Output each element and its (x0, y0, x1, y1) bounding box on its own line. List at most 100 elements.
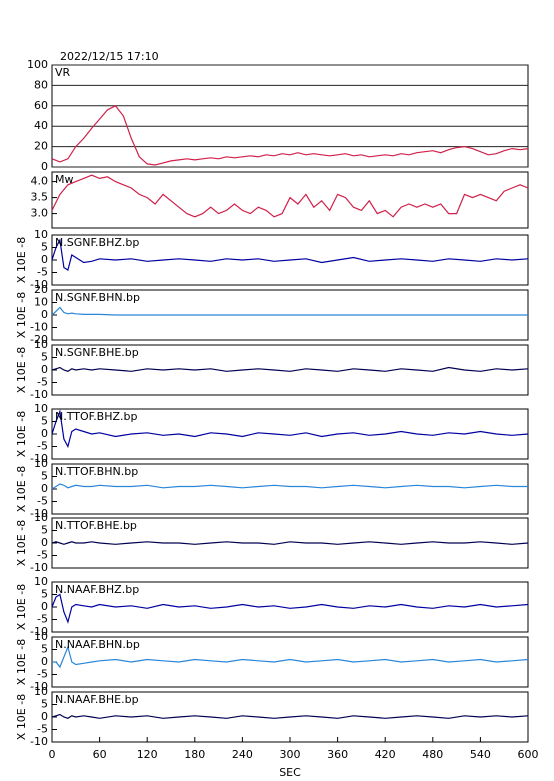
panel-label: N.SGNF.BHZ.bp (55, 236, 139, 249)
y-tick-label: 0 (41, 160, 48, 173)
y-axis-label: X 10E -8 (15, 466, 28, 512)
y-tick-label: 0 (41, 253, 48, 266)
panel-label: N.NAAF.BHE.bp (55, 693, 139, 706)
panel-label: N.NAAF.BHN.bp (55, 638, 140, 651)
line-series (51, 174, 529, 218)
y-tick-label: 0 (41, 363, 48, 376)
line-series (51, 483, 528, 490)
y-tick-label: 10 (34, 228, 48, 241)
y-tick-label: -10 (30, 278, 48, 291)
line-series (51, 593, 529, 624)
y-tick-label: -5 (37, 613, 48, 626)
y-axis-label: X 10E -8 (15, 292, 28, 338)
x-axis-label: SEC (279, 766, 301, 779)
x-tick-label: 0 (49, 748, 56, 761)
y-tick-label: 0 (41, 308, 48, 321)
y-tick-label: 0 (41, 482, 48, 495)
y-tick-label: 5 (41, 698, 48, 711)
y-tick-label: 100 (27, 58, 48, 71)
y-tick-label: -10 (30, 680, 48, 693)
y-tick-label: -10 (30, 507, 48, 520)
panel-label: N.NAAF.BHZ.bp (55, 583, 139, 596)
y-tick-label: 3.0 (31, 207, 49, 220)
y-tick-label: 5 (41, 470, 48, 483)
y-tick-label: 3.5 (31, 191, 49, 204)
line-series (51, 541, 529, 545)
y-tick-label: 60 (34, 99, 48, 112)
y-tick-label: 5 (41, 588, 48, 601)
y-tick-label: -10 (30, 388, 48, 401)
line-series (51, 306, 528, 316)
line-series (51, 238, 529, 271)
y-tick-label: 4.0 (31, 175, 49, 188)
y-tick-label: -5 (37, 723, 48, 736)
y-axis-label: X 10E -8 (15, 584, 28, 630)
y-tick-label: 80 (34, 78, 48, 91)
panel-frame (51, 171, 529, 229)
y-tick-label: 0 (41, 655, 48, 668)
line-series (52, 645, 529, 669)
y-tick-label: 10 (34, 457, 48, 470)
y-tick-label: -5 (37, 266, 48, 279)
y-tick-label: 5 (41, 643, 48, 656)
y-tick-label: 5 (41, 241, 48, 254)
x-tick-label: 600 (518, 748, 539, 761)
y-tick-label: 40 (34, 119, 48, 132)
y-tick-label: 10 (34, 575, 48, 588)
line-series (51, 409, 529, 449)
y-axis-label: X 10E -8 (15, 347, 28, 393)
x-tick-label: 540 (470, 748, 491, 761)
y-tick-label: -10 (30, 625, 48, 638)
x-tick-label: 180 (184, 748, 205, 761)
y-tick-label: -5 (37, 549, 48, 562)
y-tick-label: 10 (34, 685, 48, 698)
y-tick-label: -5 (37, 495, 48, 508)
line-series (51, 105, 529, 166)
y-tick-label: 0 (41, 427, 48, 440)
y-tick-label: 5 (41, 524, 48, 537)
y-tick-label: -5 (37, 376, 48, 389)
panel-label: N.SGNF.BHE.bp (55, 346, 139, 359)
y-tick-label: 0 (41, 600, 48, 613)
x-tick-label: 120 (137, 748, 158, 761)
y-tick-label: 20 (34, 283, 48, 296)
y-tick-label: -5 (37, 668, 48, 681)
panel-label: N.TTOF.BHZ.bp (55, 410, 138, 423)
y-axis-label: X 10E -8 (15, 411, 28, 457)
panel-label: Mw (55, 173, 74, 186)
y-axis-label: X 10E -8 (15, 237, 28, 283)
y-axis-label: X 10E -8 (15, 639, 28, 685)
y-tick-label: 0 (41, 710, 48, 723)
x-tick-label: 60 (93, 748, 107, 761)
y-tick-label: -10 (30, 452, 48, 465)
y-tick-label: -10 (30, 321, 48, 334)
x-tick-label: 480 (422, 748, 443, 761)
y-tick-label: 0 (41, 536, 48, 549)
line-series (51, 713, 529, 719)
panel-label: N.TTOF.BHN.bp (55, 465, 138, 478)
chart-title: 2022/12/15 17:10 (60, 50, 159, 63)
y-tick-label: 10 (34, 296, 48, 309)
y-tick-label: -10 (30, 561, 48, 574)
panel-label: N.SGNF.BHN.bp (55, 291, 140, 304)
y-tick-label: 10 (34, 402, 48, 415)
y-tick-label: 10 (34, 338, 48, 351)
x-tick-label: 420 (375, 748, 396, 761)
y-tick-label: 10 (34, 511, 48, 524)
panel-label: N.TTOF.BHE.bp (55, 519, 137, 532)
x-tick-label: 300 (280, 748, 301, 761)
panel-label: VR (55, 66, 71, 79)
y-tick-label: 5 (41, 351, 48, 364)
y-tick-label: 5 (41, 415, 48, 428)
y-tick-label: 20 (34, 140, 48, 153)
x-tick-label: 240 (232, 748, 253, 761)
line-series (51, 366, 529, 372)
y-axis-label: X 10E -8 (15, 694, 28, 740)
x-tick-label: 360 (327, 748, 348, 761)
y-tick-label: -10 (30, 735, 48, 748)
y-axis-label: X 10E -8 (15, 520, 28, 566)
y-tick-label: -20 (30, 333, 48, 346)
y-tick-label: 10 (34, 630, 48, 643)
y-tick-label: -5 (37, 440, 48, 453)
